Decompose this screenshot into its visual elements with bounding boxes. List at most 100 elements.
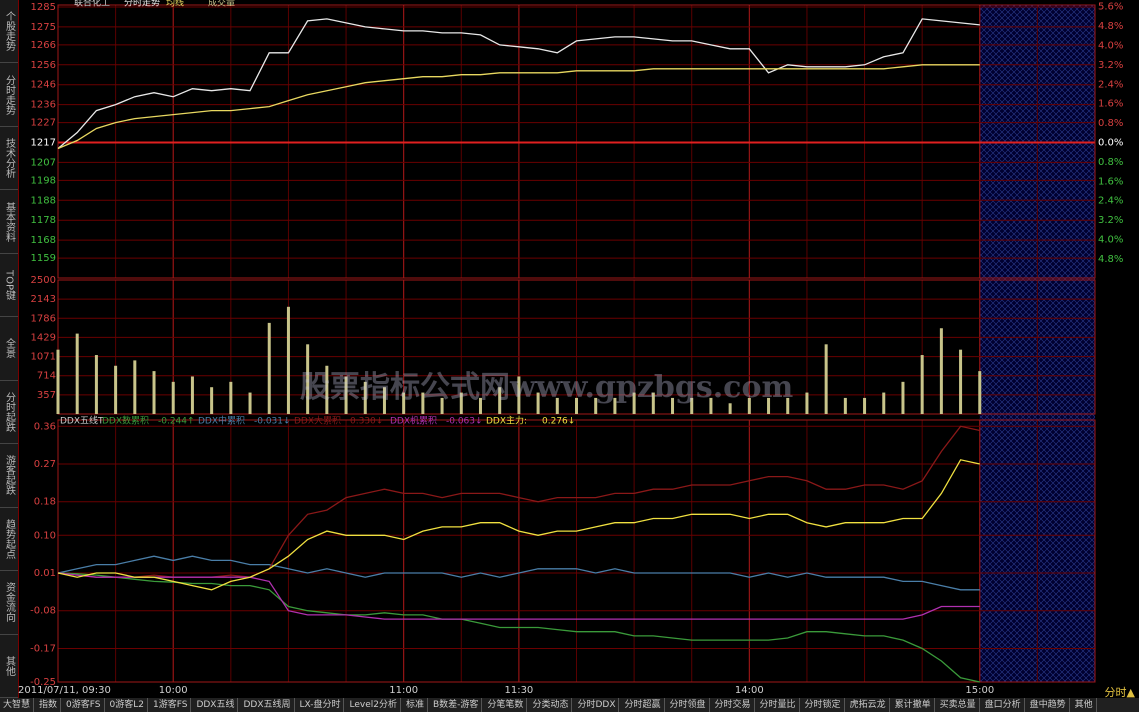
toolbar-tab[interactable]: B数差-游客	[430, 698, 483, 712]
volume-bar	[498, 387, 502, 414]
x-tick-label: 10:00	[159, 685, 188, 696]
series-line	[57, 555, 980, 591]
toolbar-tab[interactable]: 分时DDX	[574, 698, 620, 712]
legend-entry: DDX主力:	[486, 415, 527, 427]
side-tab[interactable]: 基本资料	[0, 190, 18, 254]
y-tick-label: 0.01	[34, 568, 56, 579]
toolbar-tab[interactable]: 分笔笔数	[484, 698, 528, 712]
volume-bar	[325, 365, 329, 414]
legend-entry: DDX机累积	[390, 415, 437, 427]
legend-value: 0.330↓	[350, 417, 383, 427]
toolbar-tab[interactable]: 买卖总量	[937, 698, 980, 712]
x-tick-label: 11:00	[389, 685, 418, 696]
y2-tick-label: 4.8%	[1098, 254, 1123, 265]
volume-bar	[555, 397, 559, 414]
toolbar-tab[interactable]: 0游客FS	[63, 698, 105, 712]
toolbar-tab[interactable]: 盘中趋势	[1027, 698, 1070, 712]
side-tab[interactable]: 技术分析	[0, 127, 18, 191]
volume-bar	[671, 397, 675, 414]
toolbar-tab[interactable]: 大智慧	[0, 698, 35, 712]
volume-bar	[651, 392, 655, 414]
panel-border	[57, 4, 1096, 279]
toolbar-tab[interactable]: 指数	[36, 698, 62, 712]
volume-bar	[402, 392, 406, 414]
volume-bar	[94, 355, 98, 414]
y2-tick-label: 3.2%	[1098, 60, 1123, 71]
toolbar-tab[interactable]: 分时领盘	[667, 698, 710, 712]
toolbar-tab[interactable]: 盘口分析	[982, 698, 1025, 712]
toolbar-tab[interactable]: 标准	[403, 698, 428, 712]
legend-entry: DDX数累积	[102, 415, 149, 427]
legend-entry: DDX大累积	[294, 415, 341, 427]
volume-bar	[133, 360, 137, 414]
y-tick-label: 1227	[31, 118, 56, 129]
side-tab[interactable]: 分时走势	[0, 63, 18, 127]
volume-bar	[901, 381, 905, 414]
y-tick-label: 714	[37, 371, 56, 382]
y-tick-label: 2143	[31, 294, 56, 305]
y-tick-label: 1198	[31, 175, 56, 186]
volume-bar	[306, 344, 310, 414]
side-tab[interactable]: 分时起跌	[0, 381, 18, 445]
toolbar-tab[interactable]: DDX五线	[193, 698, 239, 712]
volume-bar	[978, 371, 982, 414]
side-tab[interactable]: 趋势起点	[0, 508, 18, 572]
y-tick-label: -0.08	[30, 606, 56, 617]
y2-tick-label: 3.2%	[1098, 215, 1123, 226]
toolbar-tab[interactable]: LX-盘分时	[297, 698, 345, 712]
volume-bar	[594, 397, 598, 414]
y-tick-label: 1207	[31, 157, 56, 168]
side-tab[interactable]: 全景	[0, 317, 18, 381]
volume-bar	[363, 381, 367, 414]
toolbar-tab[interactable]: 分时超赢	[621, 698, 665, 712]
toolbar-tab[interactable]: 分时量比	[757, 698, 800, 712]
series-line	[57, 572, 980, 683]
side-tab[interactable]: 个股走势	[0, 0, 18, 64]
volume-bar	[229, 381, 233, 414]
side-tab[interactable]: 游客起跌	[0, 444, 18, 508]
panel-border	[57, 419, 1096, 683]
volume-bar	[863, 397, 867, 414]
toolbar-tab[interactable]: 0游客L2	[107, 698, 148, 712]
watermark: 股票指标公式网www.gpzbgs.com	[300, 370, 794, 405]
side-tab[interactable]: 资金流向	[0, 571, 18, 635]
toolbar-tab[interactable]: 分时锁定	[802, 698, 845, 712]
toolbar-tab[interactable]: Level2分析	[346, 698, 401, 712]
y-tick-label: 1236	[31, 100, 56, 111]
x-tick-label: 15:00	[965, 685, 994, 696]
series-line	[57, 459, 980, 591]
side-tab[interactable]: 其他	[0, 635, 18, 698]
volume-bar	[210, 387, 214, 414]
y-tick-label: 1168	[31, 235, 56, 246]
volume-bar	[478, 397, 482, 414]
toolbar-tab[interactable]: 1游客FS	[150, 698, 192, 712]
volume-bar	[152, 371, 156, 414]
toolbar-tab[interactable]: 其他	[1072, 698, 1097, 712]
mode-label[interactable]: 分时▲	[1104, 686, 1135, 699]
toolbar-tab[interactable]: 累计撤单	[892, 698, 935, 712]
y2-tick-label: 5.6%	[1098, 2, 1123, 13]
volume-bar	[114, 365, 118, 414]
side-tab[interactable]: TOP键	[0, 254, 18, 318]
volume-bar	[286, 306, 290, 414]
y2-tick-label: 1.6%	[1098, 99, 1123, 110]
y-tick-label: 0.18	[34, 497, 56, 508]
toolbar-tab[interactable]: 分时交易	[712, 698, 755, 712]
legend-entry: 分时走势	[124, 0, 160, 9]
volume-bar	[824, 344, 828, 414]
y2-tick-label: 0.0%	[1098, 137, 1123, 148]
toolbar-tab[interactable]: DDX五线周	[240, 698, 295, 712]
y-tick-label: 0.27	[34, 459, 56, 470]
y2-tick-label: 4.0%	[1098, 234, 1123, 245]
y-tick-label: 1285	[31, 2, 56, 13]
toolbar-tab[interactable]: 分类动态	[529, 698, 573, 712]
y-tick-label: 1275	[31, 22, 56, 33]
volume-bar	[709, 397, 713, 414]
volume-bar	[517, 376, 521, 414]
series-line	[57, 572, 980, 620]
volume-bar	[459, 392, 463, 414]
toolbar-tab[interactable]: 虎拓云龙	[847, 698, 890, 712]
y2-tick-label: 0.8%	[1098, 118, 1123, 129]
y-tick-label: -0.17	[30, 643, 56, 654]
legend-entry: 成交量	[208, 0, 235, 9]
